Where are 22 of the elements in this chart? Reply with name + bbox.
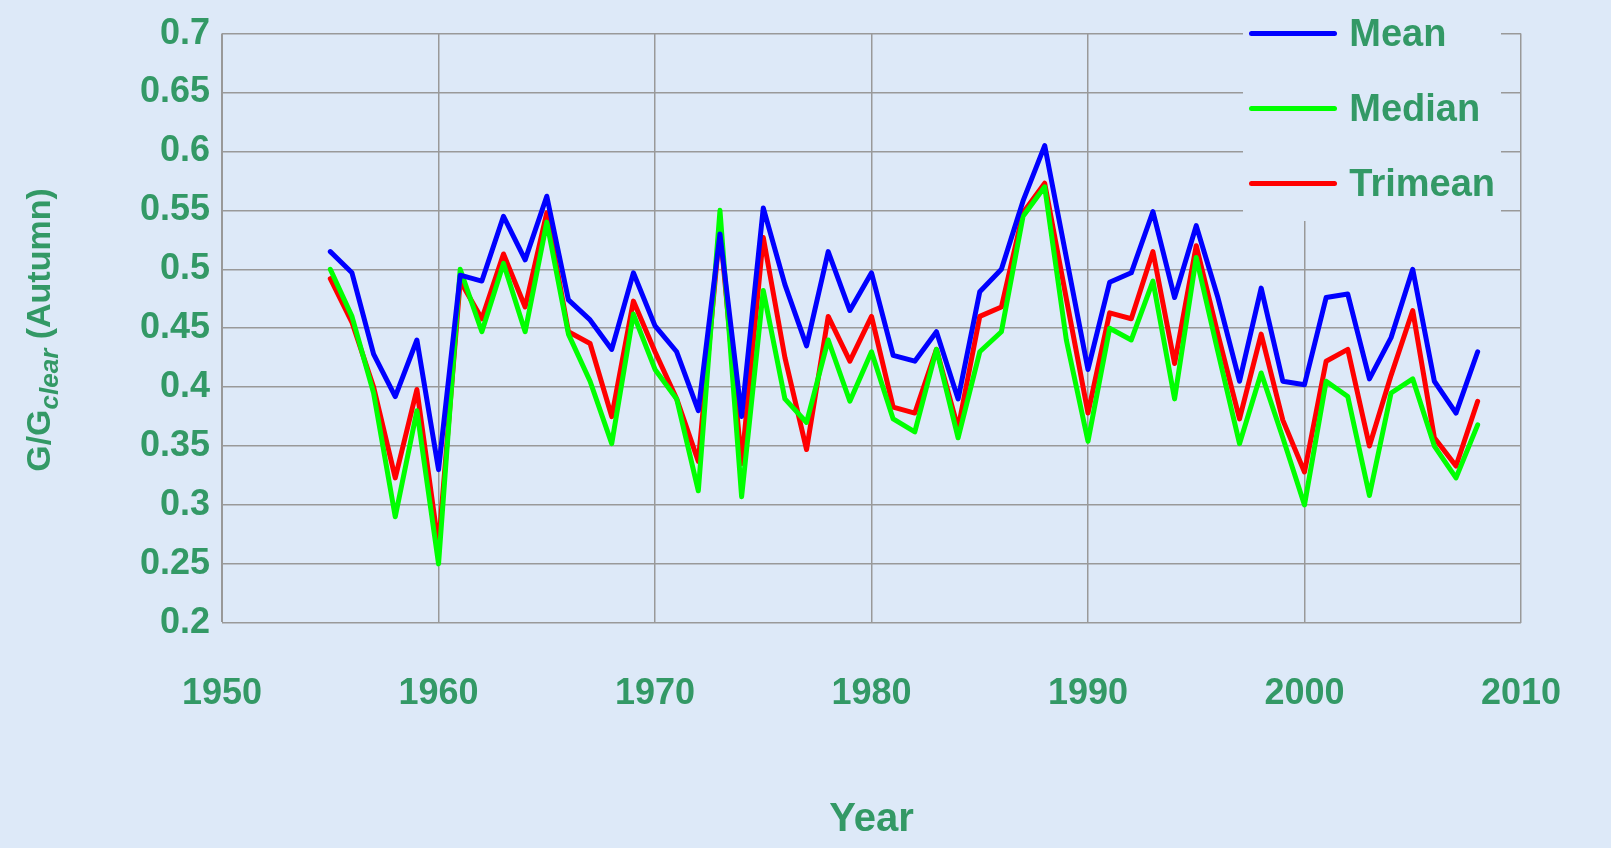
y-tick-label: 0.2	[160, 599, 211, 641]
legend-label: Median	[1349, 86, 1481, 131]
x-axis-title: Year	[829, 795, 914, 840]
y-tick-label: 0.35	[139, 422, 211, 464]
y-tick-label: 0.3	[160, 481, 211, 523]
y-tick-label: 0.45	[139, 305, 211, 347]
y-tick-label: 0.6	[160, 128, 211, 170]
y-tick-label: 0.55	[139, 187, 211, 229]
x-tick-label: 2010	[1480, 671, 1561, 713]
y-tick-label: 0.25	[139, 540, 211, 582]
legend-label: Trimean	[1349, 161, 1495, 206]
x-tick-label: 1980	[831, 671, 912, 713]
x-tick-label: 1950	[182, 671, 263, 713]
x-tick-label: 2000	[1264, 671, 1345, 713]
legend-label: Mean	[1349, 11, 1447, 56]
x-tick-label: 1960	[398, 671, 479, 713]
x-tick-label: 1990	[1047, 671, 1129, 713]
y-tick-label: 0.5	[160, 246, 211, 288]
y-tick-label: 0.65	[139, 69, 211, 111]
x-tick-label: 1970	[614, 671, 696, 713]
y-tick-label: 0.4	[160, 364, 211, 406]
y-tick-label: 0.7	[160, 10, 211, 52]
